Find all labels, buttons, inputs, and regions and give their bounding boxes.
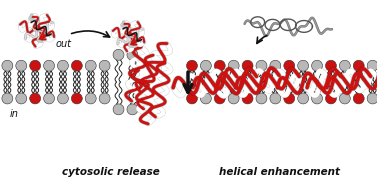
- Circle shape: [186, 93, 197, 104]
- Circle shape: [99, 93, 110, 104]
- Circle shape: [311, 60, 322, 71]
- Circle shape: [16, 93, 27, 104]
- Circle shape: [127, 49, 138, 60]
- Text: cytosolic release: cytosolic release: [62, 167, 160, 177]
- Circle shape: [43, 93, 54, 104]
- Circle shape: [214, 93, 225, 104]
- Circle shape: [85, 93, 96, 104]
- Circle shape: [353, 93, 364, 104]
- Text: helical enhancement: helical enhancement: [219, 167, 340, 177]
- Circle shape: [284, 93, 295, 104]
- Circle shape: [367, 60, 378, 71]
- Circle shape: [186, 60, 197, 71]
- Circle shape: [43, 60, 54, 71]
- Circle shape: [325, 60, 336, 71]
- Circle shape: [367, 93, 378, 104]
- Circle shape: [71, 60, 82, 71]
- Circle shape: [256, 93, 267, 104]
- Circle shape: [311, 93, 322, 104]
- Circle shape: [325, 93, 336, 104]
- Circle shape: [200, 93, 211, 104]
- Circle shape: [256, 60, 267, 71]
- Circle shape: [298, 60, 308, 71]
- Circle shape: [228, 60, 239, 71]
- Circle shape: [127, 104, 138, 115]
- Circle shape: [57, 60, 68, 71]
- Circle shape: [99, 60, 110, 71]
- Circle shape: [270, 60, 281, 71]
- Circle shape: [242, 93, 253, 104]
- Circle shape: [57, 93, 68, 104]
- Circle shape: [2, 60, 13, 71]
- Circle shape: [298, 93, 308, 104]
- Circle shape: [71, 93, 82, 104]
- Circle shape: [85, 60, 96, 71]
- Circle shape: [242, 60, 253, 71]
- Circle shape: [200, 60, 211, 71]
- Circle shape: [16, 60, 27, 71]
- Circle shape: [270, 93, 281, 104]
- Circle shape: [113, 49, 124, 60]
- Text: out: out: [56, 39, 72, 49]
- Circle shape: [30, 60, 40, 71]
- Circle shape: [2, 93, 13, 104]
- Circle shape: [284, 60, 295, 71]
- Circle shape: [353, 60, 364, 71]
- Circle shape: [30, 93, 40, 104]
- Circle shape: [339, 93, 350, 104]
- Circle shape: [214, 60, 225, 71]
- Circle shape: [228, 93, 239, 104]
- Circle shape: [339, 60, 350, 71]
- Circle shape: [113, 104, 124, 115]
- Text: in: in: [9, 109, 18, 119]
